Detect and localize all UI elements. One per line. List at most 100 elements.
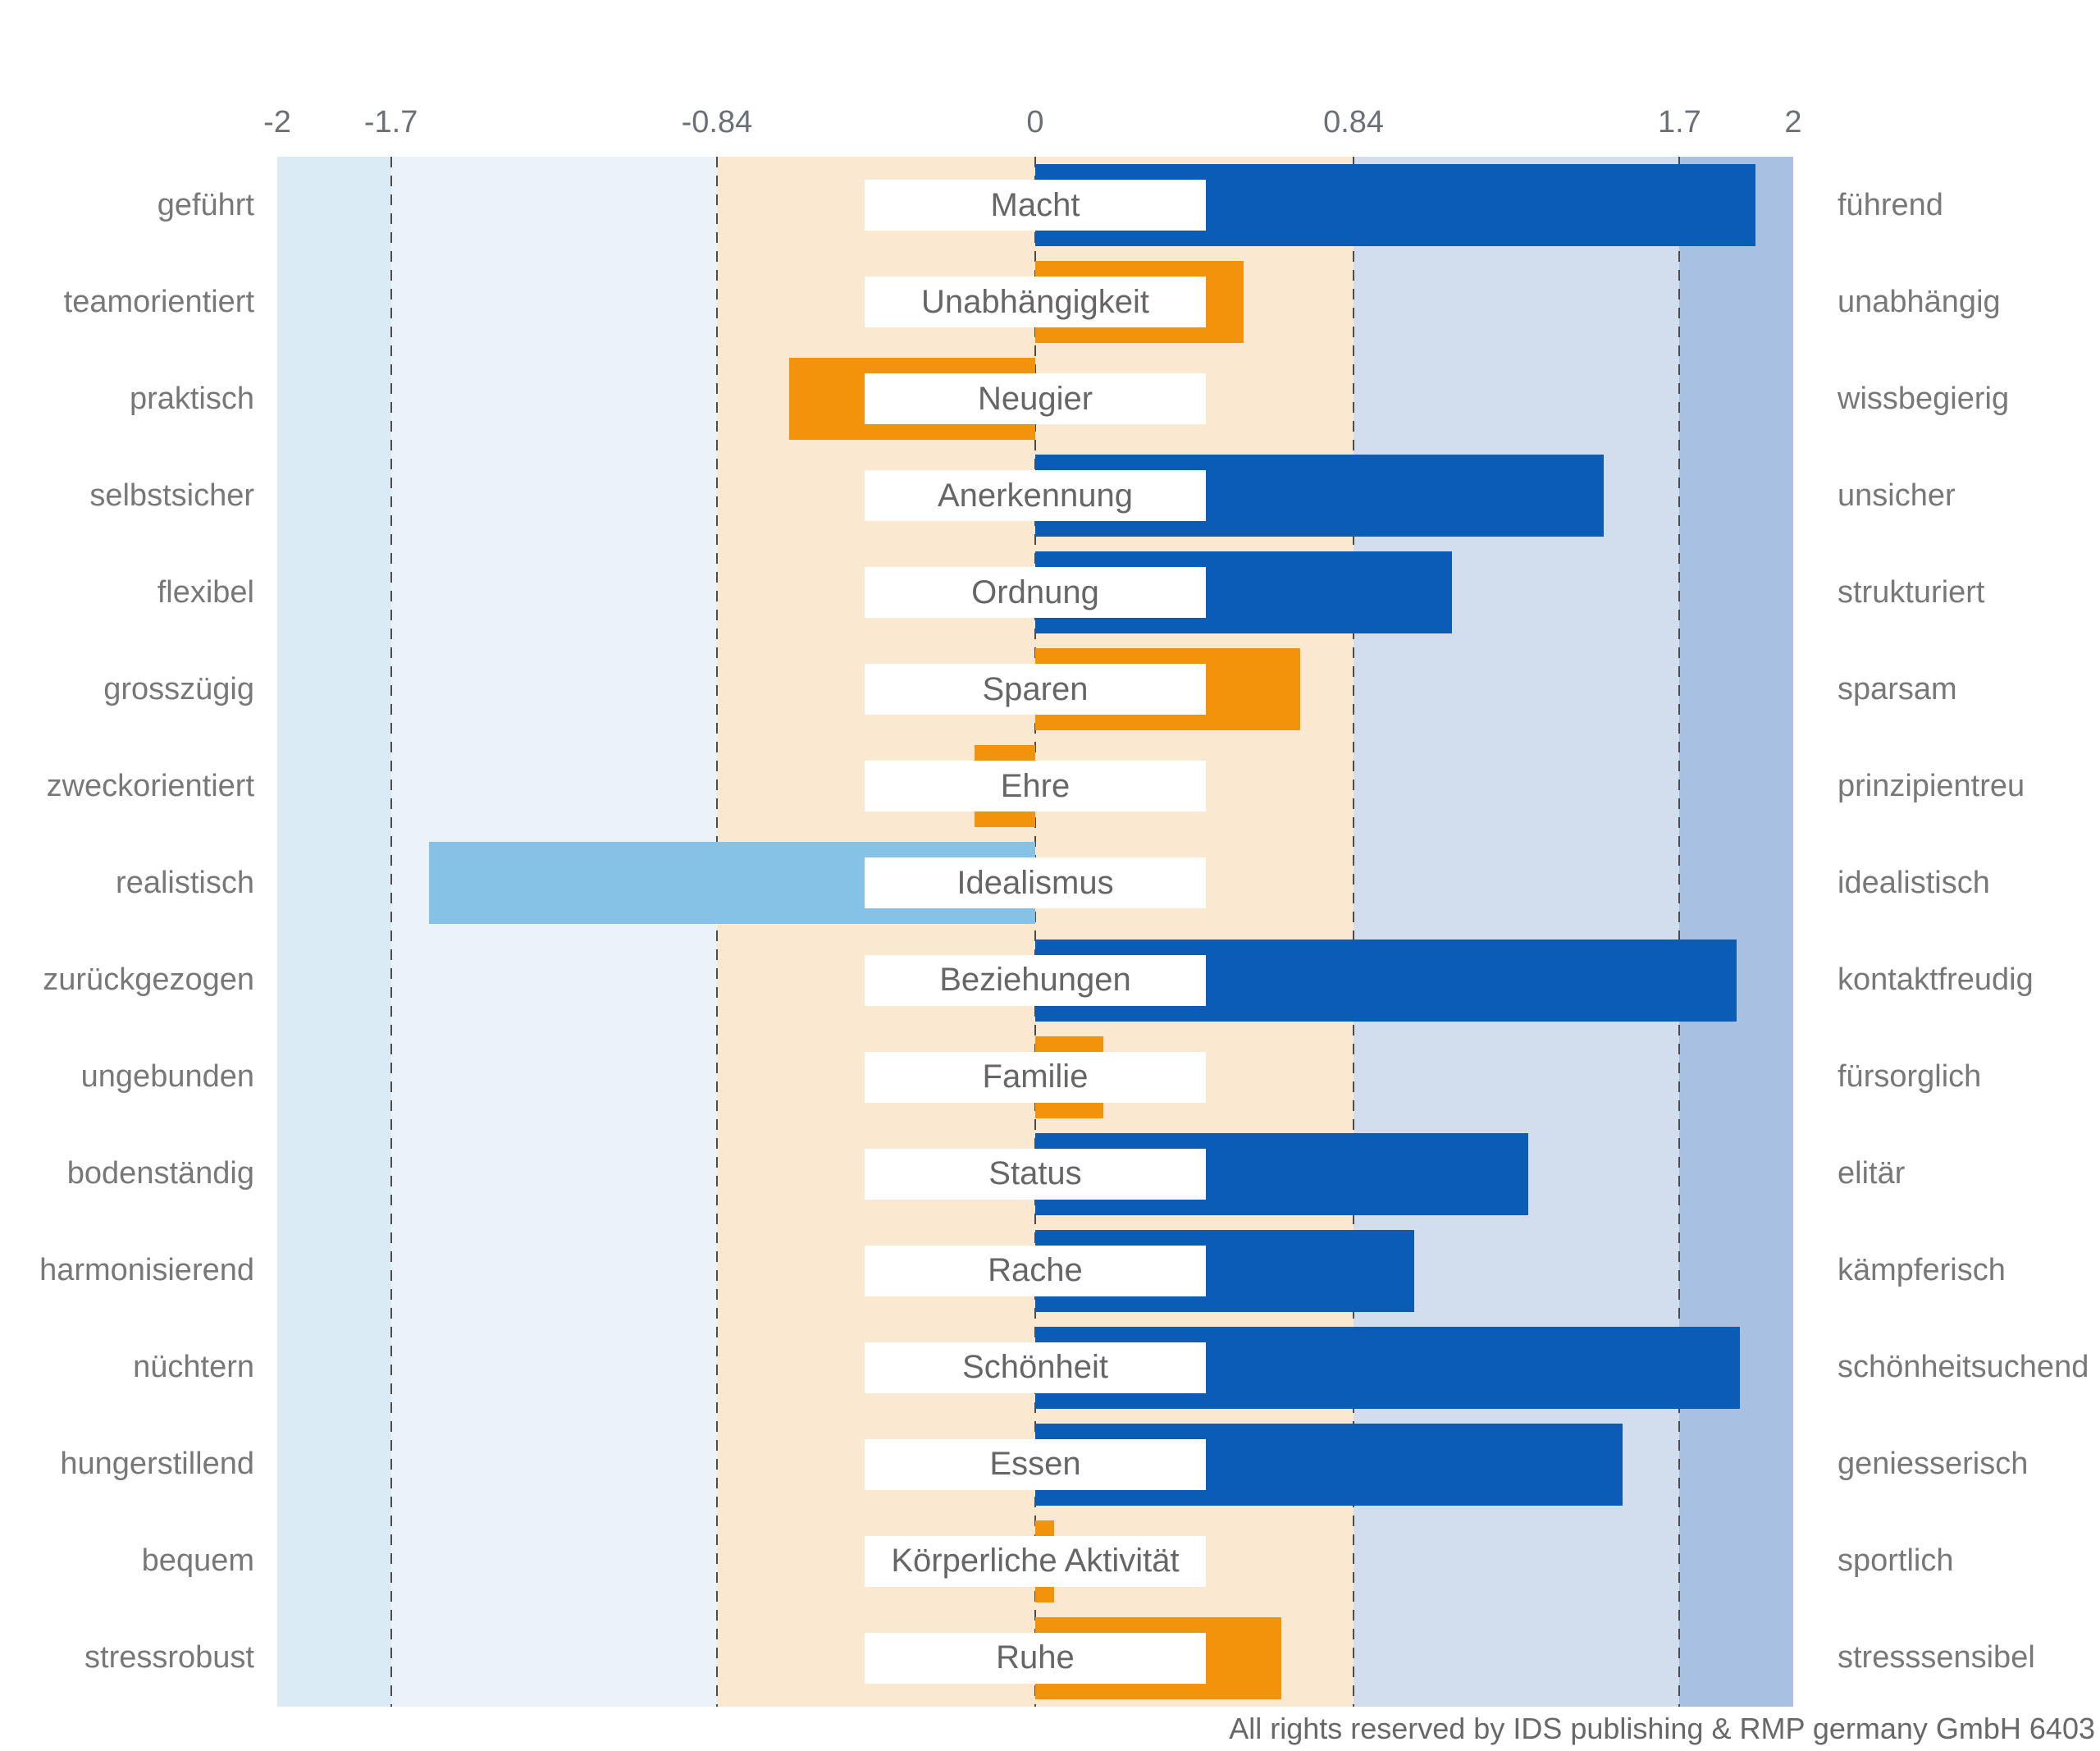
axis-tick-label: 0.84 <box>1323 105 1385 139</box>
motive-label: Idealismus <box>956 864 1114 901</box>
left-pole-label: teamorientiert <box>63 284 254 319</box>
motive-label: Essen <box>989 1446 1081 1483</box>
motive-label-box: Familie <box>865 1051 1206 1103</box>
axis-tick-label: -2 <box>263 105 291 139</box>
motive-label: Körperliche Aktivität <box>891 1543 1180 1580</box>
dashed-gridline <box>1678 157 1681 1707</box>
motive-row: Beziehungen <box>277 932 1793 1029</box>
right-pole-label: idealistisch <box>1838 865 1990 900</box>
scale-band <box>390 157 717 1707</box>
scale-band <box>1679 157 1793 1707</box>
motive-row: Essen <box>277 1416 1793 1513</box>
motive-row: Neugier <box>277 350 1793 447</box>
axis-tick-label: 1.7 <box>1657 105 1701 139</box>
motive-label: Anerkennung <box>938 477 1133 514</box>
motive-label: Ordnung <box>971 574 1099 610</box>
dashed-gridline <box>715 157 718 1707</box>
left-pole-label: realistisch <box>116 865 254 900</box>
motive-row: Ordnung <box>277 544 1793 641</box>
motive-label-box: Unabhängigkeit <box>865 277 1206 328</box>
left-pole-label: geführt <box>157 187 254 222</box>
left-pole-label: grosszügig <box>103 671 254 706</box>
motive-row: Familie <box>277 1029 1793 1126</box>
left-pole-label: hungerstillend <box>60 1447 254 1482</box>
motive-label-box: Essen <box>865 1438 1206 1490</box>
motive-label: Unabhängigkeit <box>920 283 1149 320</box>
plot-area: Macht Unabhängigkeit Neugier Anerkennung Ord… <box>277 157 1793 1707</box>
motive-row: Sparen <box>277 641 1793 738</box>
left-pole-label: selbstsicher <box>89 478 254 513</box>
right-pole-label: schönheitsuchend <box>1838 1350 2089 1385</box>
copyright-note: All rights reserved by IDS publishing & … <box>1229 1712 2095 1745</box>
motive-row: Status <box>277 1126 1793 1223</box>
right-pole-label: stresssensibel <box>1838 1640 2035 1676</box>
axis-tick-label: 2 <box>1784 105 1802 139</box>
right-pole-label: unabhängig <box>1838 284 2001 319</box>
motive-label: Neugier <box>977 380 1093 417</box>
motive-row: Ruhe <box>277 1610 1793 1707</box>
motive-label-box: Ordnung <box>865 567 1206 619</box>
axis-tick-label: -1.7 <box>363 105 418 139</box>
left-pole-label: bequem <box>141 1543 254 1579</box>
dashed-gridline <box>1034 157 1036 1707</box>
right-pole-label: wissbegierig <box>1838 381 2010 416</box>
motive-label-box: Neugier <box>865 373 1206 425</box>
motive-row: Anerkennung <box>277 447 1793 544</box>
right-pole-labels: führend unabhängig wissbegierig unsicher str… <box>1838 157 2100 1707</box>
left-pole-label: stressrobust <box>84 1640 254 1676</box>
dashed-gridline <box>1353 157 1355 1707</box>
motive-label-box: Rache <box>865 1245 1206 1296</box>
right-pole-label: fürsorglich <box>1838 1059 1982 1095</box>
motive-label: Schönheit <box>962 1349 1108 1386</box>
right-pole-label: sparsam <box>1838 671 1957 706</box>
left-pole-label: flexibel <box>157 574 254 610</box>
right-pole-label: kontaktfreudig <box>1838 962 2034 998</box>
left-pole-label: harmonisierend <box>39 1253 254 1288</box>
left-pole-label: zweckorientiert <box>46 768 254 803</box>
motive-row: Körperliche Aktivität <box>277 1513 1793 1610</box>
bar-rows: Macht Unabhängigkeit Neugier Anerkennung Ord… <box>277 157 1793 1707</box>
motive-label: Status <box>988 1155 1082 1192</box>
axis-tick-label: 0 <box>1026 105 1044 139</box>
motive-label: Macht <box>990 186 1080 223</box>
left-pole-label: bodenständig <box>66 1156 254 1191</box>
motive-row: Ehre <box>277 738 1793 834</box>
right-pole-label: geniesserisch <box>1838 1447 2029 1482</box>
motive-label: Rache <box>988 1252 1083 1289</box>
motive-row: Idealismus <box>277 834 1793 931</box>
right-pole-label: kämpferisch <box>1838 1253 2006 1288</box>
left-pole-label: praktisch <box>129 381 254 416</box>
left-pole-label: nüchtern <box>133 1350 254 1385</box>
right-pole-label: elitär <box>1838 1156 1906 1191</box>
motive-label: Ruhe <box>996 1639 1075 1676</box>
right-pole-label: unsicher <box>1838 478 1956 513</box>
motive-row: Schönheit <box>277 1319 1793 1416</box>
left-pole-label: ungebunden <box>80 1059 254 1095</box>
motive-label-box: Körperliche Aktivität <box>865 1535 1206 1587</box>
motive-label-box: Schönheit <box>865 1342 1206 1393</box>
motive-label-box: Status <box>865 1148 1206 1200</box>
motive-label-box: Anerkennung <box>865 470 1206 522</box>
motive-row: Rache <box>277 1223 1793 1319</box>
left-pole-labels: geführt teamorientiert praktisch selbstsich… <box>0 157 254 1707</box>
motive-label: Beziehungen <box>939 962 1131 999</box>
dashed-gridline <box>390 157 392 1707</box>
motive-label: Familie <box>982 1058 1089 1095</box>
motive-label: Ehre <box>1000 767 1071 804</box>
right-pole-label: strukturiert <box>1838 574 1985 610</box>
motive-label-box: Ruhe <box>865 1632 1206 1684</box>
motive-label-box: Idealismus <box>865 857 1206 909</box>
motive-label: Sparen <box>982 670 1089 707</box>
motive-row: Macht <box>277 157 1793 254</box>
motive-row: Unabhängigkeit <box>277 254 1793 350</box>
scale-band <box>277 157 391 1707</box>
motive-label-box: Sparen <box>865 664 1206 715</box>
right-pole-label: prinzipientreu <box>1838 768 2025 803</box>
axis-tick-label: -0.84 <box>681 105 753 139</box>
left-pole-label: zurückgezogen <box>43 962 254 998</box>
motive-label-box: Macht <box>865 180 1206 231</box>
motive-label-box: Ehre <box>865 761 1206 812</box>
right-pole-label: sportlich <box>1838 1543 1954 1579</box>
x-axis: -2 -1.7 -0.84 0 0.84 1.7 2 <box>263 105 1801 153</box>
